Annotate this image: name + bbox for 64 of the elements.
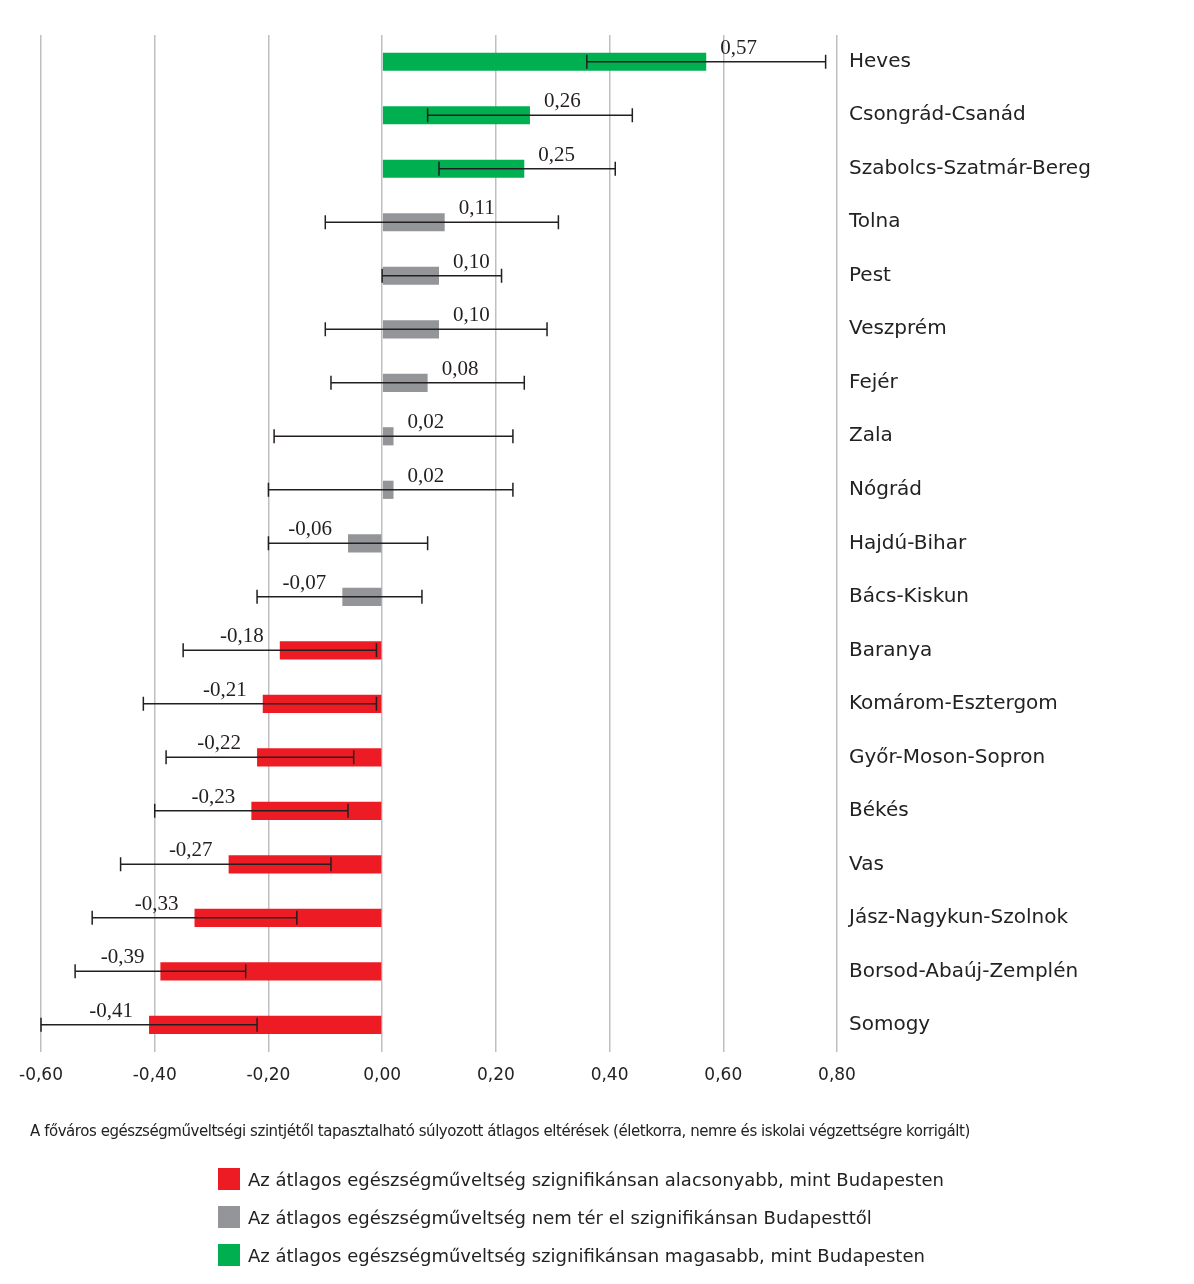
bar <box>348 534 382 553</box>
y-tick-label: Jász-Nagykun-Szolnok <box>847 904 1069 929</box>
y-tick-label: Békés <box>849 797 909 822</box>
bar <box>382 106 530 125</box>
x-tick-label: 0,80 <box>818 1064 856 1085</box>
y-tick-label: Borsod-Abaúj-Zemplén <box>849 957 1079 982</box>
y-tick-label: Győr-Moson-Sopron <box>849 743 1046 768</box>
bar <box>194 908 382 927</box>
x-tick-label: -0,60 <box>19 1064 63 1085</box>
bar <box>382 52 707 71</box>
bar <box>382 427 394 446</box>
y-tick-label: Veszprém <box>849 315 947 340</box>
data-label: -0,23 <box>191 783 236 808</box>
x-tick-label: 0,00 <box>363 1064 402 1085</box>
bar <box>149 1015 382 1034</box>
data-label: -0,22 <box>197 730 242 755</box>
data-label: 0,08 <box>441 355 479 380</box>
data-label: -0,06 <box>288 516 333 541</box>
y-tick-label: Bács-Kiskun <box>849 583 970 608</box>
bar <box>257 748 382 767</box>
data-label: 0,10 <box>453 302 490 327</box>
legend-label: Az átlagos egészségműveltség szignifikánsan magasabb, mint Budapesten <box>248 1244 925 1266</box>
x-tick-label: 0,20 <box>476 1064 515 1085</box>
y-tick-label: Baranya <box>849 636 933 661</box>
bar <box>279 641 382 660</box>
y-tick-label: Fejér <box>849 368 899 393</box>
data-label: 0,57 <box>720 34 757 59</box>
data-label: 0,10 <box>453 248 490 273</box>
y-tick-label: Csongrád-Csanád <box>849 101 1026 126</box>
data-label: 0,11 <box>458 195 495 220</box>
data-label: -0,27 <box>168 837 213 862</box>
data-label: 0,25 <box>538 141 576 166</box>
x-axis-title: A főváros egészségműveltségi szintjétől tapasztalható súlyozott átlagos eltérések (életkorra, nemre és iskolai végzettségre korrigált) <box>30 1122 971 1140</box>
data-label: -0,18 <box>220 623 264 648</box>
y-tick-label: Heves <box>849 47 911 72</box>
data-label: -0,39 <box>100 944 145 969</box>
data-label: 0,02 <box>407 409 445 434</box>
y-tick-label: Komárom-Esztergom <box>849 690 1058 715</box>
y-tick-label: Zala <box>849 422 893 447</box>
bar <box>382 320 439 339</box>
bar <box>382 159 525 178</box>
data-label: -0,41 <box>89 997 134 1022</box>
data-label: -0,07 <box>282 569 327 594</box>
y-tick-label: Pest <box>849 261 892 286</box>
data-label: -0,21 <box>202 676 247 701</box>
y-tick-label: Hajdú-Bihar <box>849 529 967 554</box>
y-tick-label: Somogy <box>849 1011 931 1036</box>
y-tick-label: Nógrád <box>849 476 923 500</box>
bar <box>382 213 445 232</box>
bar <box>160 962 382 981</box>
x-tick-label: 0,40 <box>590 1064 629 1085</box>
data-label: 0,02 <box>407 462 445 487</box>
bar <box>228 855 382 874</box>
data-label: 0,26 <box>543 88 581 113</box>
y-tick-label: Vas <box>849 850 884 875</box>
legend-label: Az átlagos egészségműveltség szignifikánsan alacsonyabb, mint Budapesten <box>248 1168 944 1190</box>
data-label: -0,33 <box>134 890 179 915</box>
y-tick-label: Tolna <box>848 208 901 233</box>
legend-label: Az átlagos egészségműveltség nem tér el szignifikánsan Budapesttől <box>248 1206 872 1228</box>
x-tick-label: -0,40 <box>132 1064 177 1085</box>
x-tick-label: -0,20 <box>246 1064 291 1085</box>
x-tick-label: 0,60 <box>704 1064 743 1085</box>
y-tick-label: Szabolcs-Szatmár-Bereg <box>849 154 1091 179</box>
bar <box>251 801 382 820</box>
